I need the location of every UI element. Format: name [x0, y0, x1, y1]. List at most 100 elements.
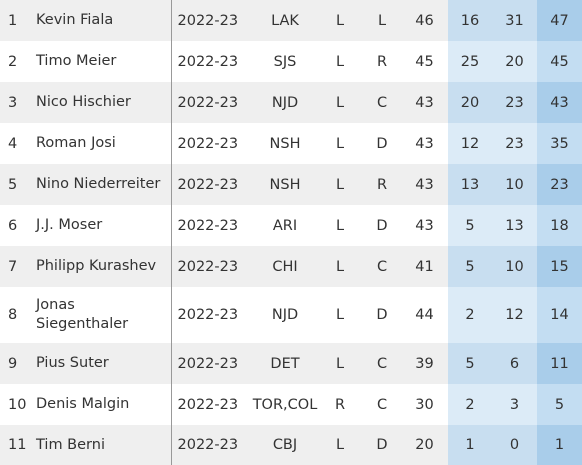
table-row[interactable]: 5 Nino Niederreiter 2022-23 NSH L R 43 1… — [0, 164, 582, 205]
table-row[interactable]: 11 Tim Berni 2022-23 CBJ L D 20 1 0 1 — [0, 425, 582, 465]
season-cell[interactable]: 2022-23 — [170, 425, 251, 465]
points-cell: 5 — [537, 384, 582, 425]
rank-cell: 6 — [0, 205, 32, 246]
games-played-cell: 43 — [403, 164, 448, 205]
assists-cell: 23 — [492, 82, 537, 123]
team-cell[interactable]: SJS — [251, 41, 319, 82]
games-played-cell: 46 — [403, 0, 448, 41]
shoots-cell: L — [319, 164, 361, 205]
season-cell[interactable]: 2022-23 — [170, 343, 251, 384]
assists-cell: 0 — [492, 425, 537, 465]
position-cell: C — [361, 384, 403, 425]
goals-cell: 16 — [448, 0, 492, 41]
team-cell[interactable]: NJD — [251, 287, 319, 343]
position-cell: L — [361, 0, 403, 41]
goals-cell: 13 — [448, 164, 492, 205]
table-row[interactable]: 8 Jonas Siegenthaler 2022-23 NJD L D 44 … — [0, 287, 582, 343]
team-cell[interactable]: CBJ — [251, 425, 319, 465]
assists-cell: 10 — [492, 246, 537, 287]
season-cell[interactable]: 2022-23 — [170, 82, 251, 123]
season-cell[interactable]: 2022-23 — [170, 287, 251, 343]
shoots-cell: L — [319, 123, 361, 164]
games-played-cell: 43 — [403, 123, 448, 164]
shoots-cell: L — [319, 343, 361, 384]
points-cell: 47 — [537, 0, 582, 41]
player-name-cell[interactable]: Roman Josi — [32, 123, 171, 164]
shoots-cell: L — [319, 246, 361, 287]
table-row[interactable]: 7 Philipp Kurashev 2022-23 CHI L C 41 5 … — [0, 246, 582, 287]
position-cell: C — [361, 246, 403, 287]
team-cell[interactable]: TOR,COL — [251, 384, 319, 425]
team-cell[interactable]: DET — [251, 343, 319, 384]
player-name-cell[interactable]: J.J. Moser — [32, 205, 171, 246]
rank-cell: 4 — [0, 123, 32, 164]
goals-cell: 20 — [448, 82, 492, 123]
table-row[interactable]: 1 Kevin Fiala 2022-23 LAK L L 46 16 31 4… — [0, 0, 582, 41]
season-cell[interactable]: 2022-23 — [170, 123, 251, 164]
player-name-cell[interactable]: Tim Berni — [32, 425, 171, 465]
points-cell: 43 — [537, 82, 582, 123]
goals-cell: 2 — [448, 384, 492, 425]
player-name-cell[interactable]: Denis Malgin — [32, 384, 171, 425]
season-cell[interactable]: 2022-23 — [170, 384, 251, 425]
assists-cell: 20 — [492, 41, 537, 82]
team-cell[interactable]: ARI — [251, 205, 319, 246]
goals-cell: 25 — [448, 41, 492, 82]
table-row[interactable]: 3 Nico Hischier 2022-23 NJD L C 43 20 23… — [0, 82, 582, 123]
rank-cell: 2 — [0, 41, 32, 82]
games-played-cell: 41 — [403, 246, 448, 287]
player-name-cell[interactable]: Jonas Siegenthaler — [32, 287, 171, 343]
games-played-cell: 43 — [403, 205, 448, 246]
goals-cell: 1 — [448, 425, 492, 465]
assists-cell: 3 — [492, 384, 537, 425]
points-cell: 23 — [537, 164, 582, 205]
games-played-cell: 20 — [403, 425, 448, 465]
rank-cell: 11 — [0, 425, 32, 465]
position-cell: C — [361, 82, 403, 123]
rank-cell: 8 — [0, 287, 32, 343]
table-row[interactable]: 9 Pius Suter 2022-23 DET L C 39 5 6 11 — [0, 343, 582, 384]
position-cell: R — [361, 164, 403, 205]
player-name-cell[interactable]: Kevin Fiala — [32, 0, 171, 41]
goals-cell: 12 — [448, 123, 492, 164]
season-cell[interactable]: 2022-23 — [170, 41, 251, 82]
position-cell: C — [361, 343, 403, 384]
rank-cell: 9 — [0, 343, 32, 384]
rank-cell: 5 — [0, 164, 32, 205]
rank-cell: 7 — [0, 246, 32, 287]
assists-cell: 12 — [492, 287, 537, 343]
season-cell[interactable]: 2022-23 — [170, 164, 251, 205]
table-row[interactable]: 2 Timo Meier 2022-23 SJS L R 45 25 20 45 — [0, 41, 582, 82]
table-row[interactable]: 10 Denis Malgin 2022-23 TOR,COL R C 30 2… — [0, 384, 582, 425]
season-cell[interactable]: 2022-23 — [170, 246, 251, 287]
goals-cell: 5 — [448, 343, 492, 384]
team-cell[interactable]: NJD — [251, 82, 319, 123]
table-row[interactable]: 6 J.J. Moser 2022-23 ARI L D 43 5 13 18 — [0, 205, 582, 246]
points-cell: 45 — [537, 41, 582, 82]
player-name-cell[interactable]: Philipp Kurashev — [32, 246, 171, 287]
team-cell[interactable]: LAK — [251, 0, 319, 41]
season-cell[interactable]: 2022-23 — [170, 0, 251, 41]
player-name-cell[interactable]: Nino Niederreiter — [32, 164, 171, 205]
assists-cell: 6 — [492, 343, 537, 384]
rank-cell: 1 — [0, 0, 32, 41]
shoots-cell: L — [319, 205, 361, 246]
goals-cell: 5 — [448, 246, 492, 287]
games-played-cell: 30 — [403, 384, 448, 425]
games-played-cell: 45 — [403, 41, 448, 82]
table-row[interactable]: 4 Roman Josi 2022-23 NSH L D 43 12 23 35 — [0, 123, 582, 164]
games-played-cell: 44 — [403, 287, 448, 343]
assists-cell: 13 — [492, 205, 537, 246]
player-name-cell[interactable]: Nico Hischier — [32, 82, 171, 123]
team-cell[interactable]: NSH — [251, 123, 319, 164]
points-cell: 1 — [537, 425, 582, 465]
player-name-cell[interactable]: Timo Meier — [32, 41, 171, 82]
position-cell: D — [361, 425, 403, 465]
position-cell: R — [361, 41, 403, 82]
team-cell[interactable]: CHI — [251, 246, 319, 287]
team-cell[interactable]: NSH — [251, 164, 319, 205]
season-cell[interactable]: 2022-23 — [170, 205, 251, 246]
assists-cell: 10 — [492, 164, 537, 205]
player-name-cell[interactable]: Pius Suter — [32, 343, 171, 384]
